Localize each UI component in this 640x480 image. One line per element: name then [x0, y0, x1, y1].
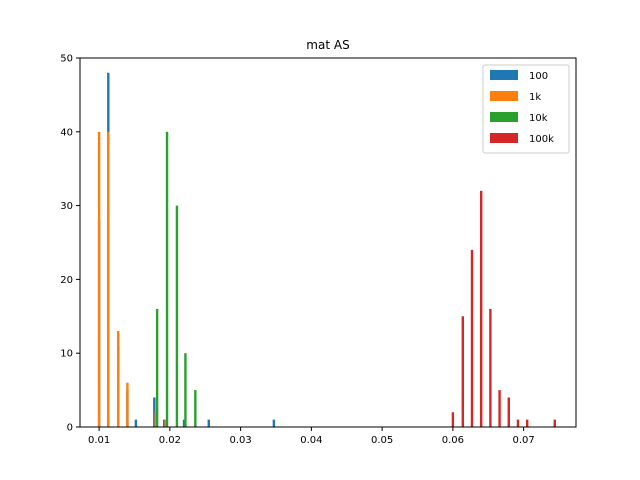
bar-100k-2 — [470, 249, 474, 427]
bar-10k-0 — [155, 308, 159, 427]
bar-100-4 — [134, 419, 138, 427]
bar-100k-9 — [553, 419, 556, 427]
bar-1k-0 — [97, 131, 101, 428]
bar-100k-8 — [525, 419, 529, 427]
legend-swatch-100k — [490, 133, 518, 143]
y-tick-label: 30 — [60, 201, 73, 212]
bar-100k-1 — [461, 316, 464, 427]
bar-100k-6 — [507, 397, 510, 427]
legend-box — [482, 64, 570, 154]
bar-1k-1 — [107, 131, 110, 428]
bar-1k-4 — [154, 412, 157, 427]
bar-100-6 — [163, 419, 166, 427]
x-tick-label: 0.02 — [159, 435, 181, 446]
bars-layer — [97, 72, 556, 428]
bar-100-7 — [182, 419, 186, 427]
x-axis: 0.01 0.02 0.03 0.04 0.05 0.06 0.07 — [88, 427, 535, 446]
bar-10k-3 — [184, 353, 187, 427]
legend-swatch-100 — [490, 70, 518, 80]
x-tick-label: 0.05 — [371, 435, 393, 446]
legend-label-10k: 10k — [529, 113, 548, 124]
bar-100k-5 — [498, 390, 501, 427]
y-tick-label: 0 — [67, 423, 73, 434]
x-tick-label: 0.06 — [442, 435, 464, 446]
y-tick-label: 20 — [60, 275, 73, 286]
bar-1k-2 — [117, 331, 120, 427]
legend-label-100k: 100k — [529, 134, 554, 145]
y-axis: 0 10 20 30 40 50 — [60, 54, 80, 434]
bar-100k-7 — [516, 419, 520, 427]
x-tick-label: 0.04 — [300, 435, 322, 446]
chart-title: mat AS — [306, 38, 349, 52]
y-tick-label: 50 — [60, 54, 73, 65]
bar-100k-3 — [479, 190, 483, 427]
bar-100-8 — [207, 419, 210, 427]
legend-swatch-1k — [490, 91, 518, 101]
legend-label-100: 100 — [529, 71, 548, 82]
bar-10k-2 — [175, 205, 179, 427]
bar-1k-5 — [164, 419, 167, 427]
legend-label-1k: 1k — [529, 92, 541, 103]
bar-100k-4 — [489, 308, 492, 427]
bar-1k-3 — [126, 382, 129, 427]
plot-frame — [79, 57, 577, 428]
y-tick-label: 40 — [60, 127, 73, 138]
bar-10k-4 — [194, 390, 197, 427]
x-tick-label: 0.07 — [513, 435, 535, 446]
legend: 100 1k 10k 100k — [482, 64, 570, 154]
x-tick-label: 0.03 — [229, 435, 251, 446]
bar-100-9 — [272, 419, 276, 427]
y-tick-label: 10 — [60, 349, 73, 360]
legend-swatch-10k — [490, 112, 518, 122]
bar-10k-1 — [165, 131, 169, 428]
bar-100-5 — [153, 397, 156, 427]
bar-100k-0 — [451, 412, 455, 427]
x-tick-label: 0.01 — [88, 435, 110, 446]
